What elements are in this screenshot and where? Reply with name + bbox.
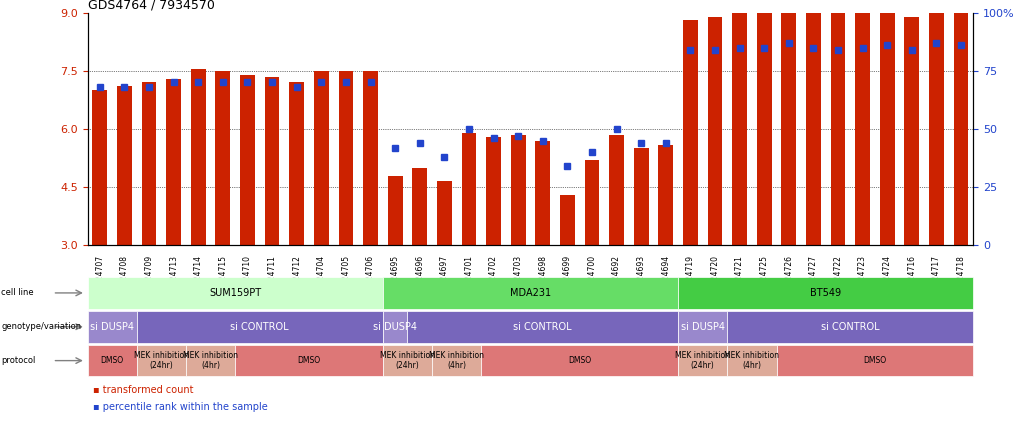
Text: cell line: cell line xyxy=(1,288,34,297)
Bar xyxy=(364,71,378,245)
Text: MEK inhibition
(24hr): MEK inhibition (24hr) xyxy=(134,351,188,370)
Bar xyxy=(461,133,476,245)
Text: si CONTROL: si CONTROL xyxy=(231,322,289,332)
Bar xyxy=(191,69,206,245)
Bar xyxy=(412,168,427,245)
Bar xyxy=(511,135,525,245)
Bar xyxy=(633,148,649,245)
Bar xyxy=(486,137,501,245)
Text: protocol: protocol xyxy=(1,356,35,365)
Bar xyxy=(265,77,279,245)
Bar xyxy=(855,11,870,245)
Bar xyxy=(314,71,329,245)
Bar xyxy=(732,13,747,245)
Text: si DUSP4: si DUSP4 xyxy=(373,322,417,332)
Text: SUM159PT: SUM159PT xyxy=(209,288,262,298)
Text: DMSO: DMSO xyxy=(298,356,320,365)
Bar xyxy=(93,90,107,245)
Text: DMSO: DMSO xyxy=(863,356,887,365)
Bar xyxy=(215,71,231,245)
Text: MEK inhibition
(4hr): MEK inhibition (4hr) xyxy=(724,351,780,370)
Text: MDA231: MDA231 xyxy=(510,288,551,298)
Bar xyxy=(585,160,599,245)
Bar xyxy=(609,135,624,245)
Text: MEK inhibition
(4hr): MEK inhibition (4hr) xyxy=(183,351,238,370)
Text: si DUSP4: si DUSP4 xyxy=(91,322,134,332)
Bar xyxy=(658,145,674,245)
Bar xyxy=(117,86,132,245)
Bar xyxy=(560,195,575,245)
Bar xyxy=(757,13,771,245)
Text: MEK inhibition
(24hr): MEK inhibition (24hr) xyxy=(676,351,730,370)
Bar xyxy=(806,13,821,245)
Text: DMSO: DMSO xyxy=(569,356,591,365)
Text: si CONTROL: si CONTROL xyxy=(513,322,572,332)
Bar xyxy=(437,181,452,245)
Bar xyxy=(240,75,254,245)
Text: si CONTROL: si CONTROL xyxy=(821,322,880,332)
Bar xyxy=(339,71,353,245)
Bar xyxy=(880,9,895,245)
Text: ▪ percentile rank within the sample: ▪ percentile rank within the sample xyxy=(93,402,268,412)
Bar xyxy=(782,9,796,245)
Bar xyxy=(142,82,157,245)
Bar xyxy=(830,13,846,245)
Text: MEK inhibition
(4hr): MEK inhibition (4hr) xyxy=(430,351,484,370)
Bar xyxy=(289,82,304,245)
Text: si DUSP4: si DUSP4 xyxy=(681,322,725,332)
Bar xyxy=(683,20,697,245)
Text: DMSO: DMSO xyxy=(101,356,124,365)
Text: ▪ transformed count: ▪ transformed count xyxy=(93,385,194,396)
Bar xyxy=(954,11,968,245)
Bar xyxy=(387,176,403,245)
Bar xyxy=(708,16,722,245)
Text: MEK inhibition
(24hr): MEK inhibition (24hr) xyxy=(380,351,435,370)
Bar xyxy=(929,9,943,245)
Text: BT549: BT549 xyxy=(811,288,842,298)
Bar xyxy=(904,16,919,245)
Text: GDS4764 / 7934570: GDS4764 / 7934570 xyxy=(88,0,214,11)
Bar xyxy=(166,79,181,245)
Bar xyxy=(536,140,550,245)
Text: genotype/variation: genotype/variation xyxy=(1,322,81,331)
